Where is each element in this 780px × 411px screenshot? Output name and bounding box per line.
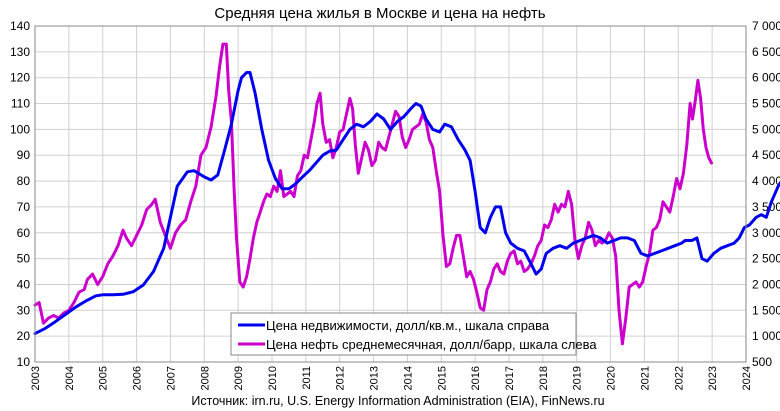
legend-box xyxy=(230,312,577,356)
right-axis-tick-label: 2 000 xyxy=(752,277,780,291)
right-axis-tick-label: 7 000 xyxy=(752,19,780,33)
right-axis-tick-label: 1 500 xyxy=(752,303,780,317)
left-axis-tick-label: 140 xyxy=(10,19,30,33)
left-axis-tick-label: 50 xyxy=(17,252,31,266)
right-axis-tick-label: 500 xyxy=(752,355,772,369)
plot-border xyxy=(34,25,747,363)
x-axis-tick-label: 2010 xyxy=(267,366,279,390)
right-axis-tick-label: 5 000 xyxy=(752,122,780,136)
legend-label-oil: Цена нефть среднемесячная, долл/барр, шк… xyxy=(266,337,597,352)
chart-title: Средняя цена жилья в Москве и цена на не… xyxy=(214,5,545,22)
right-axis-tick-label: 5 500 xyxy=(752,97,780,111)
legend: Цена недвижимости, долл/кв.м., шкала спр… xyxy=(230,312,597,356)
x-axis-tick-label: 2004 xyxy=(64,366,76,390)
left-axis-tick-label: 80 xyxy=(17,174,31,188)
source-note: Источник: irn.ru, U.S. Energy Informatio… xyxy=(191,394,604,408)
x-axis-tick-label: 2020 xyxy=(606,366,618,390)
right-axis-tick-label: 4 500 xyxy=(752,148,780,162)
right-axis-tick-label: 2 500 xyxy=(752,252,780,266)
right-axis-tick-label: 6 500 xyxy=(752,45,780,59)
right-axis-tick-label: 3 000 xyxy=(752,226,780,240)
left-axis-tick-label: 40 xyxy=(17,277,31,291)
right-axis-ticks: 500 1 000 1 500 2 000 2 500 3 000 3 500 4 000 4 … xyxy=(752,19,780,369)
series-lines xyxy=(33,42,780,346)
left-axis-tick-label: 120 xyxy=(10,71,30,85)
x-axis-tick-label: 2017 xyxy=(504,366,516,390)
legend-label-real-estate: Цена недвижимости, долл/кв.м., шкала спр… xyxy=(266,318,550,333)
left-axis-tick-label: 110 xyxy=(11,97,30,111)
x-axis-tick-label: 2015 xyxy=(436,366,448,390)
right-axis-tick-label: 4 000 xyxy=(752,174,780,188)
series-line-real-estate xyxy=(33,71,780,336)
x-axis-tick-label: 2008 xyxy=(199,366,211,390)
right-axis-tick-label: 3 500 xyxy=(752,200,780,214)
x-axis-tick-label: 2011 xyxy=(301,366,313,390)
x-axis-tick-label: 2005 xyxy=(98,366,110,390)
x-axis-tick-label: 2021 xyxy=(639,366,651,390)
x-axis-tick-label: 2019 xyxy=(572,366,584,390)
left-axis-tick-label: 130 xyxy=(10,45,30,59)
right-axis-tick-label: 1 000 xyxy=(752,329,780,343)
x-axis-tick-label: 2007 xyxy=(165,366,177,390)
x-axis-tick-label: 2023 xyxy=(707,366,719,390)
series-line-oil xyxy=(33,42,713,346)
x-axis-tick-label: 2013 xyxy=(369,366,381,390)
x-axis-ticks: 2003 2004 2005 2006 2007 2008 2009 2010 2011 2012… xyxy=(30,366,753,390)
x-axis-tick-label: 2022 xyxy=(673,366,685,390)
x-axis-tick-label: 2024 xyxy=(741,366,753,390)
x-axis-tick-label: 2003 xyxy=(30,366,42,390)
x-axis-tick-label: 2016 xyxy=(470,366,482,390)
x-axis-tick-label: 2018 xyxy=(538,366,550,390)
left-axis-tick-label: 100 xyxy=(10,122,30,136)
x-axis-tick-label: 2012 xyxy=(335,366,347,390)
x-axis-tick-label: 2006 xyxy=(132,366,144,390)
left-axis-tick-label: 10 xyxy=(17,355,31,369)
left-axis-tick-label: 30 xyxy=(17,303,31,317)
x-axis-tick-label: 2009 xyxy=(233,366,245,390)
left-axis-tick-label: 60 xyxy=(17,226,31,240)
left-axis-tick-label: 70 xyxy=(17,200,31,214)
left-axis-ticks: 10 20 30 40 50 60 70 80 90 100 110 120 130 140 xyxy=(10,19,30,369)
left-axis-tick-label: 20 xyxy=(17,329,31,343)
left-axis-tick-label: 90 xyxy=(17,148,31,162)
right-axis-tick-label: 6 000 xyxy=(752,71,780,85)
x-axis-tick-label: 2014 xyxy=(402,366,414,390)
